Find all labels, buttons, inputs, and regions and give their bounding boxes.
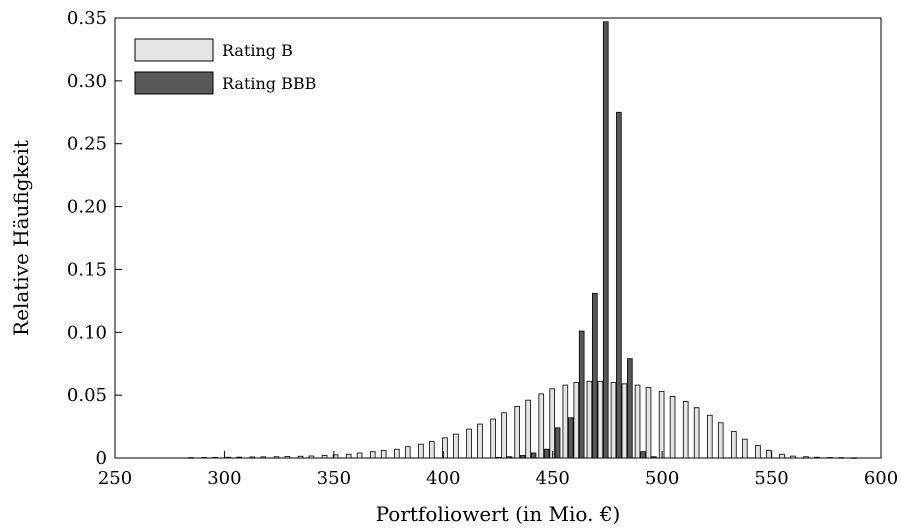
bar-rating-b: [394, 448, 400, 459]
x-axis-title: Portfoliowert (in Mio. €): [376, 502, 621, 526]
bar-rating-b: [766, 450, 772, 459]
bar-rating-b: [429, 441, 435, 459]
bar-rating-b: [621, 383, 628, 459]
bar-rating-b: [212, 456, 218, 459]
x-tick-label: 550: [754, 468, 788, 489]
legend: Rating B Rating BBB: [134, 38, 316, 95]
bar-rating-bbb: [543, 448, 550, 459]
bar-rating-b: [356, 452, 363, 459]
bar-rating-b: [188, 457, 194, 459]
ticks-group: 250 300 350 400 450 500 550 600 0 0.05 0.10 0.15 0.2…: [67, 8, 898, 489]
bar-rating-b: [669, 395, 676, 459]
bar-rating-b: [803, 456, 809, 459]
bar-rating-b: [514, 406, 520, 459]
bar-rating-b: [634, 384, 641, 459]
legend-swatch-rating-b: [134, 38, 214, 62]
bar-rating-b: [658, 390, 665, 459]
bar-rating-b: [380, 450, 387, 459]
bar-rating-bbb: [640, 451, 646, 459]
y-tick-label: 0.05: [67, 385, 107, 406]
bar-rating-b: [693, 407, 700, 459]
bar-rating-bbb: [578, 330, 585, 459]
bar-rating-b: [501, 412, 507, 459]
bar-rating-b: [525, 399, 531, 459]
bar-rating-b: [225, 456, 232, 459]
y-tick-label: 0.20: [67, 197, 107, 218]
bar-rating-b: [466, 428, 472, 459]
x-tick-label: 600: [864, 468, 898, 489]
x-tick-label: 250: [98, 468, 132, 489]
bar-rating-b: [490, 418, 496, 459]
bar-rating-bbb: [592, 292, 598, 459]
bar-rating-bbb: [602, 21, 609, 459]
bar-rating-b: [332, 454, 339, 459]
bars-group: [188, 21, 858, 459]
x-tick-label: 350: [317, 468, 351, 489]
y-tick-label: 0.35: [67, 8, 107, 29]
bar-rating-b: [249, 456, 256, 459]
y-tick-label: 0.25: [67, 134, 107, 155]
bar-rating-b: [706, 414, 713, 459]
bar-rating-b: [731, 431, 737, 459]
bar-rating-b: [779, 453, 785, 459]
x-tick-label: 400: [426, 468, 460, 489]
bar-rating-b: [717, 422, 724, 459]
y-tick-label: 0.10: [67, 322, 107, 343]
bar-rating-bbb: [519, 455, 526, 459]
y-tick-label: 0.30: [67, 71, 107, 92]
bar-rating-b: [453, 433, 459, 459]
bar-rating-b: [838, 457, 844, 459]
bar-rating-bbb: [530, 452, 537, 459]
bar-rating-bbb: [506, 456, 513, 459]
bar-rating-b: [236, 456, 243, 459]
y-tick-label: 0.15: [67, 259, 107, 280]
bar-rating-bbb: [567, 417, 574, 459]
bar-rating-bbb: [554, 427, 561, 459]
bar-rating-b: [308, 455, 315, 459]
bar-rating-b: [573, 382, 580, 459]
legend-swatch-rating-bbb: [134, 71, 214, 95]
legend-label-rating-b: Rating B: [222, 41, 293, 60]
bar-rating-bbb: [627, 358, 633, 459]
bar-rating-b: [610, 382, 617, 459]
bar-rating-b: [284, 456, 291, 459]
bar-rating-b: [538, 393, 545, 459]
x-tick-label: 500: [645, 468, 679, 489]
y-tick-label: 0: [96, 448, 107, 469]
x-tick-label: 300: [207, 468, 241, 489]
bar-rating-b: [477, 423, 483, 459]
bar-rating-bbb: [495, 456, 502, 459]
bar-rating-b: [404, 446, 411, 459]
bar-rating-b: [562, 384, 569, 459]
bar-rating-b: [742, 438, 748, 459]
bar-rating-b: [586, 380, 593, 459]
bar-rating-b: [321, 455, 328, 459]
y-axis-title: Relative Häufigkeit: [9, 140, 33, 336]
bar-rating-b: [755, 445, 761, 459]
bar-rating-b: [597, 380, 604, 459]
x-tick-label: 450: [536, 468, 570, 489]
bar-rating-b: [273, 456, 280, 459]
bar-rating-bbb: [651, 456, 657, 459]
bar-rating-b: [297, 455, 304, 459]
bar-rating-b: [345, 453, 352, 459]
legend-label-rating-bbb: Rating BBB: [222, 74, 316, 93]
bar-rating-b: [790, 455, 796, 459]
bar-rating-b: [851, 457, 858, 459]
bar-rating-b: [201, 457, 208, 459]
bar-rating-b: [418, 443, 424, 459]
bar-rating-b: [827, 457, 833, 459]
bar-rating-b: [682, 401, 689, 459]
bar-rating-b: [369, 451, 376, 459]
bar-rating-bbb: [616, 111, 622, 459]
bar-rating-b: [442, 437, 448, 459]
bar-rating-b: [260, 456, 267, 459]
bar-rating-b: [549, 388, 555, 459]
bar-rating-b: [814, 456, 820, 459]
bar-rating-b: [645, 387, 652, 459]
